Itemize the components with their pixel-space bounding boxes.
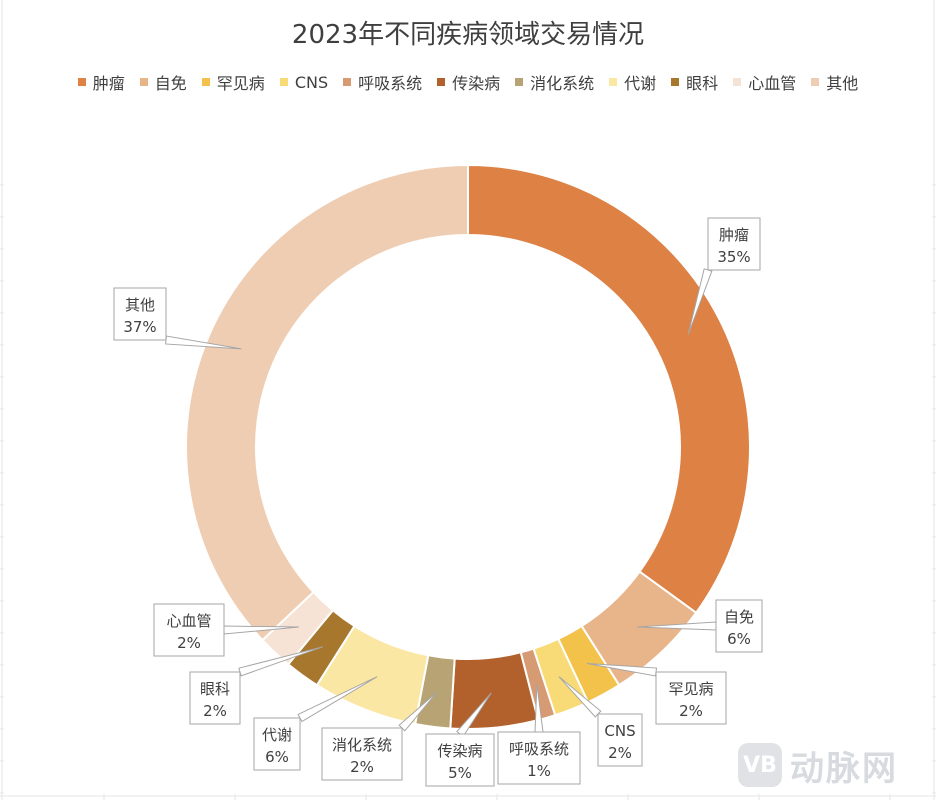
data-label-value: 2% xyxy=(679,702,703,720)
data-label-value: 6% xyxy=(265,748,289,766)
data-label: 传染病 5% xyxy=(425,733,495,787)
data-label: 消化系统 2% xyxy=(321,727,403,781)
data-label-box xyxy=(707,217,761,271)
data-label-name: 消化系统 xyxy=(332,736,392,754)
legend-label: 心血管 xyxy=(748,74,797,93)
data-label-box xyxy=(425,733,495,787)
data-label-value: 5% xyxy=(448,764,472,782)
legend-label: 消化系统 xyxy=(530,74,595,93)
data-label-name: 传染病 xyxy=(437,742,482,760)
legend-item: 传染病 xyxy=(437,70,500,94)
data-label: 眼科 2% xyxy=(189,671,241,725)
legend-item: 眼科 xyxy=(671,70,718,94)
data-label-box xyxy=(715,599,763,653)
legend-swatch xyxy=(437,78,446,86)
legend-label: 代谢 xyxy=(624,74,657,93)
data-label-value: 1% xyxy=(527,762,551,780)
legend-swatch xyxy=(609,78,618,86)
data-label-name: 呼吸系统 xyxy=(509,740,569,758)
data-label-name: CNS xyxy=(604,722,635,740)
legend-label: 眼科 xyxy=(686,74,719,93)
donut-slice xyxy=(467,163,751,615)
data-label-box xyxy=(113,287,167,341)
data-label-value: 37% xyxy=(123,318,156,336)
data-label-name: 眼科 xyxy=(200,680,230,698)
chart-legend: 肿瘤 自免 罕见病 CNS 呼吸系统 传染病 消化系统 代谢 眼科 心血管 其他 xyxy=(0,70,936,94)
data-label-name: 其他 xyxy=(125,296,155,314)
data-label-value: 2% xyxy=(203,702,227,720)
watermark-logo-icon: VB xyxy=(738,743,782,787)
legend-item: 呼吸系统 xyxy=(343,70,422,94)
legend-swatch xyxy=(279,78,288,86)
legend-label: 自免 xyxy=(154,74,187,93)
donut-slices xyxy=(185,163,751,730)
legend-item: 代谢 xyxy=(609,70,656,94)
data-label-box xyxy=(189,671,241,725)
legend-item: 心血管 xyxy=(733,70,796,94)
legend-swatch xyxy=(343,78,352,86)
data-label-name: 代谢 xyxy=(262,726,292,744)
legend-swatch xyxy=(201,78,210,86)
data-label: 心血管 2% xyxy=(153,603,225,657)
data-label-box xyxy=(497,731,581,785)
data-label-value: 2% xyxy=(350,758,374,776)
legend-swatch xyxy=(733,78,742,86)
legend-label: CNS xyxy=(294,72,329,92)
legend-item: 自免 xyxy=(139,70,187,94)
label-leader-lines xyxy=(164,268,717,738)
data-label-box xyxy=(655,671,727,725)
legend-item: 消化系统 xyxy=(515,70,594,94)
data-label: 代谢 6% xyxy=(253,717,301,771)
chart-title: 2023年不同疾病领域交易情况 xyxy=(291,20,645,50)
data-label-name: 心血管 xyxy=(166,612,211,630)
legend-label: 传染病 xyxy=(452,74,501,93)
legend-swatch xyxy=(139,78,148,86)
data-label-box xyxy=(597,713,643,767)
legend-item: 肿瘤 xyxy=(77,70,125,94)
data-label-value: 6% xyxy=(727,630,751,648)
legend-label: 肿瘤 xyxy=(92,74,125,93)
data-label: CNS 2% xyxy=(597,713,643,767)
data-label-box xyxy=(153,603,225,657)
data-label: 罕见病 2% xyxy=(655,671,727,725)
data-label: 呼吸系统 1% xyxy=(497,731,581,785)
legend-swatch xyxy=(77,78,86,86)
legend-item: CNS xyxy=(279,70,329,94)
data-label-box xyxy=(253,717,301,771)
donut-slice xyxy=(185,163,469,642)
data-label-box xyxy=(321,727,403,781)
data-labels: 肿瘤 35% 自免 6% 罕见病 2% CNS 2% 呼吸系统 1% 传染病 5% 消化系统 2% 代谢 6%… xyxy=(113,217,763,787)
data-label: 其他 37% xyxy=(113,287,167,341)
watermark-text: 动脉网 xyxy=(790,748,898,789)
legend-item: 其他 xyxy=(811,70,858,94)
watermark: VB 动脉网 xyxy=(738,740,898,790)
legend-label: 呼吸系统 xyxy=(358,74,423,93)
data-label: 肿瘤 35% xyxy=(707,217,761,271)
legend-swatch xyxy=(515,78,524,86)
data-label: 自免 6% xyxy=(715,599,763,653)
legend-swatch xyxy=(671,78,680,86)
legend-swatch xyxy=(811,78,820,86)
legend-label: 罕见病 xyxy=(216,74,265,93)
data-label-value: 2% xyxy=(177,634,201,652)
data-label-name: 罕见病 xyxy=(668,680,713,698)
data-label-name: 肿瘤 xyxy=(719,226,749,244)
legend-label: 其他 xyxy=(826,74,859,93)
data-label-name: 自免 xyxy=(724,608,754,626)
data-label-value: 2% xyxy=(608,744,632,762)
data-label-value: 35% xyxy=(717,248,750,266)
legend-item: 罕见病 xyxy=(201,70,265,94)
